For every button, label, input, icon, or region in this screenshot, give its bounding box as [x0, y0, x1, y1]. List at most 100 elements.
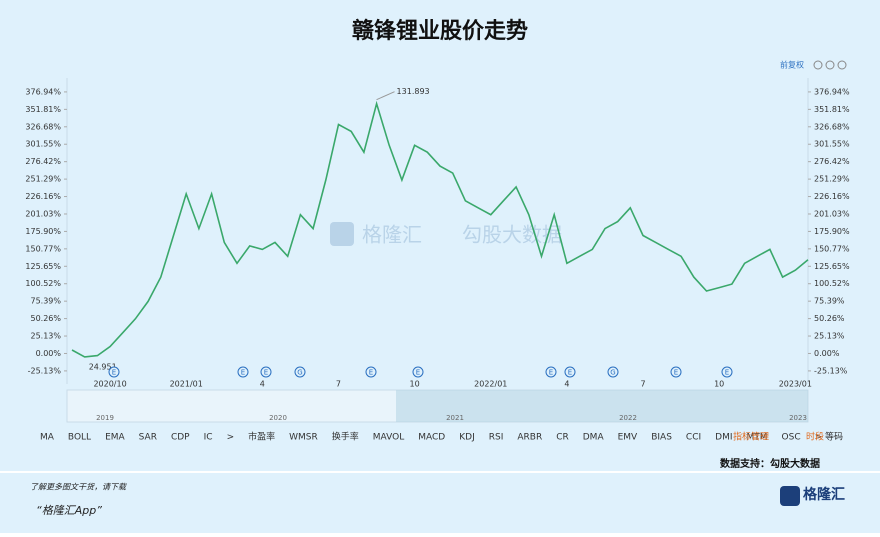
event-marker[interactable]: [721, 366, 733, 378]
y2-tick-label: 50.26%: [814, 314, 845, 323]
indicator-tab[interactable]: DMI: [715, 433, 732, 443]
navigator-label: 2019: [96, 414, 114, 422]
x-tick-label: 4: [260, 380, 265, 389]
indicator-tab[interactable]: MA: [40, 433, 55, 443]
event-marker-label: E: [241, 369, 245, 377]
y2-tick-label: 75.39%: [814, 297, 845, 306]
period-tab[interactable]: 时段: [806, 431, 824, 443]
event-marker[interactable]: [260, 366, 272, 378]
indicator-tab[interactable]: EMA: [105, 433, 125, 443]
event-marker-label: E: [568, 369, 572, 377]
x-tick-label: 7: [336, 380, 341, 389]
y2-tick-label: 125.65%: [814, 262, 850, 271]
y2-tick-label: 251.29%: [814, 175, 850, 184]
event-marker[interactable]: [670, 366, 682, 378]
navigator-label: 2021: [446, 414, 464, 422]
zoom-out-icon[interactable]: [825, 60, 835, 70]
footer-logo: 格隆汇: [803, 486, 845, 503]
y2-tick-label: -25.13%: [814, 366, 848, 375]
y-tick-label: 251.29%: [25, 175, 61, 184]
indicator-manage[interactable]: 指标管理: [733, 431, 769, 443]
navigator-selection[interactable]: [396, 390, 808, 422]
zoom-in-icon[interactable]: [837, 60, 847, 70]
y-tick-label: 226.16%: [25, 192, 61, 201]
indicator-tab[interactable]: CR: [556, 433, 569, 443]
y2-tick-label: 201.03%: [814, 209, 850, 218]
x-tick-label: 10: [410, 380, 420, 389]
indicator-tab[interactable]: IC: [204, 433, 213, 443]
indicator-tab[interactable]: BIAS: [651, 433, 672, 443]
y-tick-label: 100.52%: [25, 279, 61, 288]
y2-tick-label: 276.42%: [814, 157, 850, 166]
y2-tick-label: 326.68%: [814, 122, 850, 131]
annotation: 24.951: [89, 362, 117, 371]
chart-title: 赣锋锂业股价走势: [352, 18, 528, 44]
navigator-label: 2020: [269, 414, 287, 422]
indicator-tab[interactable]: >: [227, 433, 235, 443]
event-marker[interactable]: [607, 366, 619, 378]
x-tick-label: 10: [714, 380, 724, 389]
event-marker-label: G: [297, 369, 302, 377]
y-tick-label: 75.39%: [30, 297, 61, 306]
indicator-tab[interactable]: DMA: [583, 433, 605, 443]
event-marker-label: G: [610, 369, 615, 377]
event-marker[interactable]: [412, 366, 424, 378]
indicator-tab[interactable]: OSC: [782, 433, 801, 443]
y2-tick-label: 150.77%: [814, 244, 850, 253]
indicator-tab[interactable]: MACD: [418, 433, 445, 443]
adjust-button[interactable]: 前复权: [780, 60, 804, 70]
indicator-tab[interactable]: BOLL: [68, 433, 91, 443]
y-tick-label: 276.42%: [25, 157, 61, 166]
indicator-tab[interactable]: 换手率: [332, 431, 359, 443]
y-tick-label: 150.77%: [25, 244, 61, 253]
indicator-tab[interactable]: 市盈率: [248, 431, 275, 443]
y2-tick-label: 175.90%: [814, 227, 850, 236]
indicator-tab[interactable]: ARBR: [517, 433, 542, 443]
footer-text: 了解更多图文干货，请下载: [30, 483, 127, 492]
x-tick-label: 4: [564, 380, 569, 389]
annotation: 131.893: [397, 87, 430, 96]
y-tick-label: 351.81%: [25, 105, 61, 114]
event-marker[interactable]: [237, 366, 249, 378]
indicator-tab[interactable]: CDP: [171, 433, 190, 443]
event-marker-label: E: [674, 369, 678, 377]
data-source: 数据支持：勾股大数据: [720, 457, 820, 470]
event-marker-label: E: [549, 369, 553, 377]
x-tick-label: 2020/10: [93, 380, 126, 389]
indicator-tab[interactable]: KDJ: [459, 433, 475, 443]
event-marker[interactable]: [564, 366, 576, 378]
y2-tick-label: 376.94%: [814, 87, 850, 96]
y-tick-label: 0.00%: [36, 349, 62, 358]
reset-icon[interactable]: [813, 60, 823, 70]
y-tick-label: 175.90%: [25, 227, 61, 236]
y-tick-label: 125.65%: [25, 262, 61, 271]
y-tick-label: 50.26%: [30, 314, 61, 323]
event-marker-label: E: [264, 369, 268, 377]
footer-app: “格隆汇App”: [36, 504, 102, 517]
y2-tick-label: 351.81%: [814, 105, 850, 114]
event-marker[interactable]: [365, 366, 377, 378]
indicator-tab[interactable]: CCI: [686, 433, 701, 443]
y2-tick-label: 100.52%: [814, 279, 850, 288]
event-marker[interactable]: [545, 366, 557, 378]
y2-tick-label: 226.16%: [814, 192, 850, 201]
x-tick-label: 7: [640, 380, 645, 389]
event-marker-label: E: [369, 369, 373, 377]
x-tick-label: 2022/01: [474, 380, 507, 389]
indicator-tab[interactable]: RSI: [489, 433, 504, 443]
indicator-tab[interactable]: EMV: [618, 433, 638, 443]
event-marker[interactable]: [108, 366, 120, 378]
y2-tick-label: 301.55%: [814, 140, 850, 149]
y2-tick-label: 0.00%: [814, 349, 840, 358]
indicator-tab[interactable]: MAVOL: [373, 433, 404, 443]
event-marker[interactable]: [294, 366, 306, 378]
indicator-tab[interactable]: WMSR: [289, 433, 318, 443]
indicator-tab[interactable]: MTM: [747, 433, 768, 443]
y2-tick-label: 25.13%: [814, 332, 845, 341]
indicator-tab[interactable]: >: [815, 433, 823, 443]
indicator-tab[interactable]: SAR: [139, 433, 157, 443]
period-tab[interactable]: 等码: [825, 431, 843, 443]
y-tick-label: -25.13%: [28, 366, 62, 375]
price-line: [71, 100, 809, 358]
